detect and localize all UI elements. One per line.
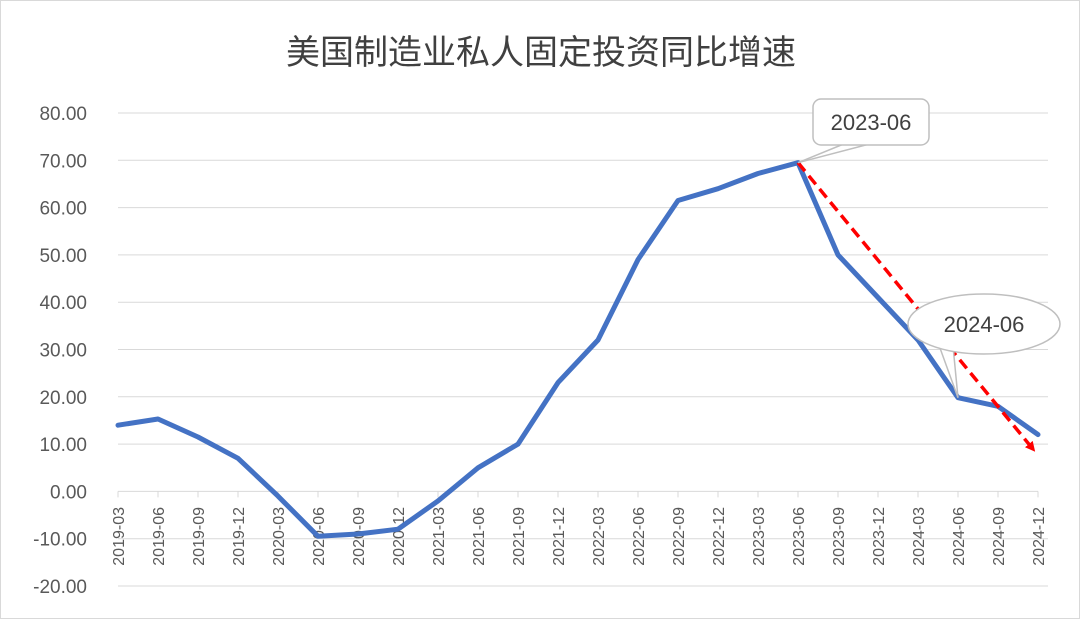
y-axis: 80.00 70.00 60.00 50.00 40.00 30.00 20.00 10.00… <box>33 104 87 598</box>
x-tick-label: 2020-03 <box>271 507 288 566</box>
x-tick-label: 2024-06 <box>951 507 968 566</box>
callout-2023-06: 2023-06 <box>798 99 929 163</box>
x-tick-label: 2019-12 <box>231 507 248 566</box>
y-tick-label: 30.00 <box>39 341 87 362</box>
x-tick-label: 2023-12 <box>871 507 888 566</box>
y-tick-label: 10.00 <box>39 435 87 456</box>
x-tick-label: 2021-06 <box>471 507 488 566</box>
y-tick-label: -10.00 <box>33 530 87 551</box>
y-tick-label: 70.00 <box>39 151 87 172</box>
x-tick-label: 2022-03 <box>591 507 608 566</box>
x-tick-label: 2024-03 <box>911 507 928 566</box>
callout-label: 2024-06 <box>944 312 1025 337</box>
y-tick-label: 80.00 <box>39 104 87 125</box>
x-tick-label: 2020-12 <box>391 507 408 566</box>
y-tick-label: 20.00 <box>39 388 87 409</box>
y-tick-label: 50.00 <box>39 246 87 267</box>
x-tick-label: 2022-09 <box>671 507 688 566</box>
y-tick-label: 0.00 <box>50 482 87 503</box>
x-tick-label: 2022-06 <box>631 507 648 566</box>
callout-label: 2023-06 <box>831 110 912 135</box>
chart-title: 美国制造业私人固定投资同比增速 <box>286 33 796 73</box>
x-tick-label: 2023-03 <box>751 507 768 566</box>
x-tick-label: 2021-03 <box>431 507 448 566</box>
gridlines <box>118 113 1048 586</box>
y-tick-label: -20.00 <box>33 577 87 598</box>
x-tick-label: 2019-09 <box>191 507 208 566</box>
y-tick-label: 60.00 <box>39 199 87 220</box>
x-tick-label: 2024-09 <box>991 507 1008 566</box>
x-tick-label: 2022-12 <box>711 507 728 566</box>
callout-2024-06: 2024-06 <box>908 294 1060 398</box>
x-axis <box>118 491 1038 497</box>
x-tick-label: 2021-09 <box>511 507 528 566</box>
x-tick-label: 2019-03 <box>111 507 128 566</box>
x-tick-label: 2019-06 <box>151 507 168 566</box>
y-tick-label: 40.00 <box>39 293 87 314</box>
x-axis-labels: 2019-03 2019-06 2019-09 2019-12 2020-03 2020-… <box>111 507 1048 566</box>
x-tick-label: 2023-06 <box>791 507 808 566</box>
x-tick-label: 2021-12 <box>551 507 568 566</box>
x-tick-label: 2023-09 <box>831 507 848 566</box>
x-tick-label: 2024-12 <box>1031 507 1048 566</box>
